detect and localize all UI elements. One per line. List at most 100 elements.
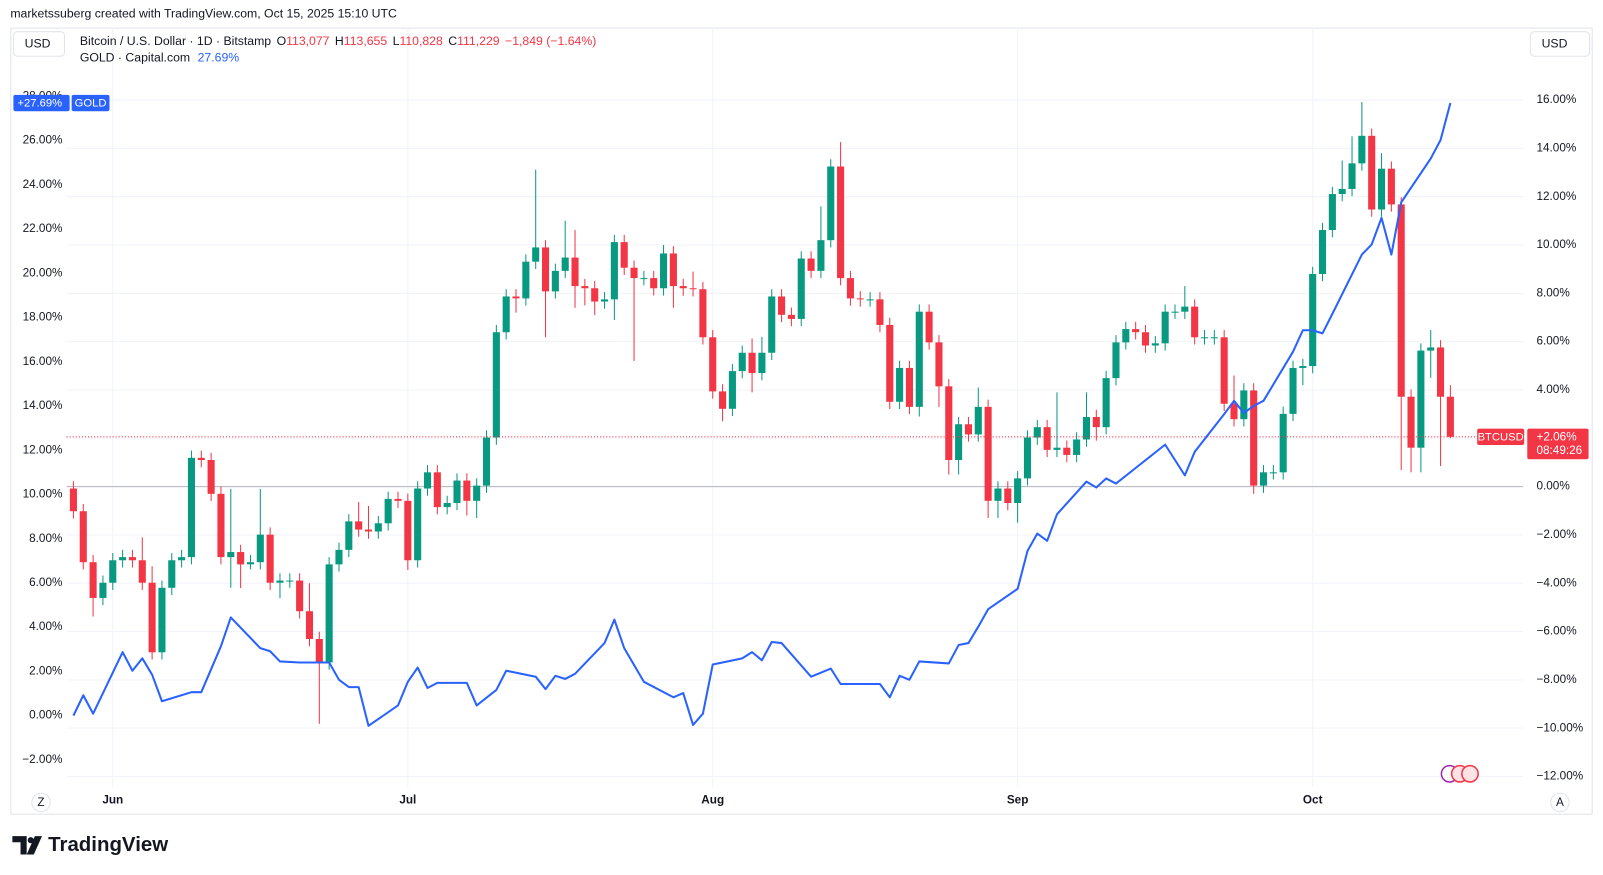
candle-body bbox=[227, 552, 235, 558]
candle-body bbox=[187, 457, 195, 558]
candle-body bbox=[1299, 366, 1307, 368]
candle-body bbox=[1368, 135, 1376, 210]
candle-body bbox=[305, 611, 314, 640]
candle-body bbox=[797, 258, 805, 319]
currency-label[interactable]: USD bbox=[1542, 37, 1568, 51]
candle-body bbox=[1092, 417, 1100, 428]
y2-tick-label: 6.00% bbox=[29, 576, 63, 589]
candle-body bbox=[669, 253, 677, 287]
candle-body bbox=[423, 472, 432, 489]
series-badge-name: BTCUSD bbox=[1478, 431, 1524, 443]
currency-button[interactable] bbox=[1529, 31, 1591, 57]
y-tick-label: −10.00% bbox=[1536, 721, 1583, 734]
candle-body bbox=[1053, 447, 1061, 450]
series-line bbox=[72, 102, 1452, 727]
y2-tick-label: −2.00% bbox=[22, 753, 63, 766]
candle-body bbox=[1082, 417, 1091, 440]
candle-body bbox=[610, 242, 618, 300]
candle-body bbox=[1269, 472, 1277, 474]
y2-tick-label: 10.00% bbox=[23, 488, 63, 501]
y2-tick-label: 2.00% bbox=[29, 664, 63, 677]
price-badge bbox=[1527, 428, 1589, 460]
candle-body bbox=[994, 488, 1002, 501]
candle-body bbox=[1230, 403, 1238, 420]
auto-button[interactable] bbox=[1550, 792, 1570, 813]
candle-body bbox=[1200, 337, 1209, 339]
candle-body bbox=[1220, 337, 1228, 404]
candle-body bbox=[1259, 472, 1268, 486]
y2-tick-label: 18.00% bbox=[23, 311, 63, 324]
y2-tick-label: 14.00% bbox=[23, 399, 63, 412]
currency-button[interactable] bbox=[12, 31, 66, 57]
candle-body bbox=[1387, 168, 1395, 205]
zoom-button[interactable] bbox=[31, 792, 51, 813]
candle-body bbox=[463, 480, 471, 501]
candle-body bbox=[1122, 329, 1130, 343]
candle-body bbox=[394, 498, 402, 501]
candle-body bbox=[374, 523, 382, 532]
y2-tick-label: 26.00% bbox=[23, 134, 63, 147]
legend-value: 113,077 bbox=[286, 34, 330, 48]
candle-body bbox=[679, 286, 687, 289]
y-tick-label: 10.00% bbox=[1536, 238, 1576, 251]
candle-body bbox=[453, 480, 461, 504]
event-icons[interactable] bbox=[1440, 764, 1479, 783]
candle-body bbox=[866, 299, 874, 301]
candle-body bbox=[1318, 230, 1327, 274]
y-tick-label: 14.00% bbox=[1536, 141, 1576, 154]
candle-body bbox=[955, 424, 963, 461]
candle-body bbox=[1210, 337, 1218, 339]
logo-icon bbox=[12, 836, 43, 855]
candle-body bbox=[355, 521, 363, 530]
candle-body bbox=[1328, 194, 1336, 231]
series-badge bbox=[1477, 428, 1525, 445]
candle-body bbox=[837, 166, 845, 279]
y-tick-label: −8.00% bbox=[1536, 673, 1577, 686]
candle-body bbox=[69, 488, 77, 512]
candle-body bbox=[660, 253, 668, 289]
candle-body bbox=[178, 557, 186, 561]
candle-body bbox=[1446, 396, 1454, 437]
currency-label[interactable]: USD bbox=[25, 37, 51, 51]
candle-body bbox=[846, 278, 854, 299]
legend-key: C bbox=[448, 34, 457, 48]
candle-body bbox=[620, 242, 628, 268]
header: marketssuberg created with TradingView.c… bbox=[10, 7, 397, 21]
candle-body bbox=[335, 549, 343, 565]
candle-body bbox=[1132, 329, 1140, 333]
candle-body bbox=[1043, 427, 1051, 450]
candle-body bbox=[640, 278, 648, 280]
auto-label[interactable]: A bbox=[1556, 796, 1564, 809]
candle-body bbox=[315, 639, 323, 663]
y-tick-label: −12.00% bbox=[1536, 770, 1583, 783]
candle-body bbox=[109, 560, 117, 583]
candle-body bbox=[1004, 488, 1012, 504]
candle-body bbox=[1397, 204, 1405, 397]
series-badge-name: GOLD bbox=[75, 98, 107, 110]
x-tick-label: Aug bbox=[701, 793, 724, 806]
candle-body bbox=[345, 521, 353, 550]
candle-body bbox=[915, 311, 923, 407]
y-tick-label: 4.00% bbox=[1536, 383, 1570, 396]
candle-body bbox=[148, 582, 156, 653]
candle-body bbox=[778, 296, 786, 315]
candle-body bbox=[571, 257, 579, 287]
candle-body bbox=[768, 296, 776, 353]
y-tick-label: 12.00% bbox=[1536, 190, 1576, 203]
candle-body bbox=[197, 457, 205, 461]
candle-body bbox=[138, 560, 146, 583]
candle-body bbox=[581, 286, 589, 289]
price-badge-countdown: 08:49:26 bbox=[1536, 444, 1582, 457]
y2-tick-label: 0.00% bbox=[29, 709, 63, 722]
candle-body bbox=[1279, 413, 1287, 473]
candle-body bbox=[728, 371, 736, 409]
candle-body bbox=[384, 498, 392, 524]
candle-body bbox=[532, 247, 540, 262]
y2-tick-label: 20.00% bbox=[23, 266, 63, 279]
y-tick-label: 6.00% bbox=[1536, 335, 1570, 348]
zoom-label[interactable]: Z bbox=[37, 796, 44, 809]
candle-body bbox=[1338, 188, 1346, 195]
y2-tick-label: 22.00% bbox=[23, 222, 63, 235]
